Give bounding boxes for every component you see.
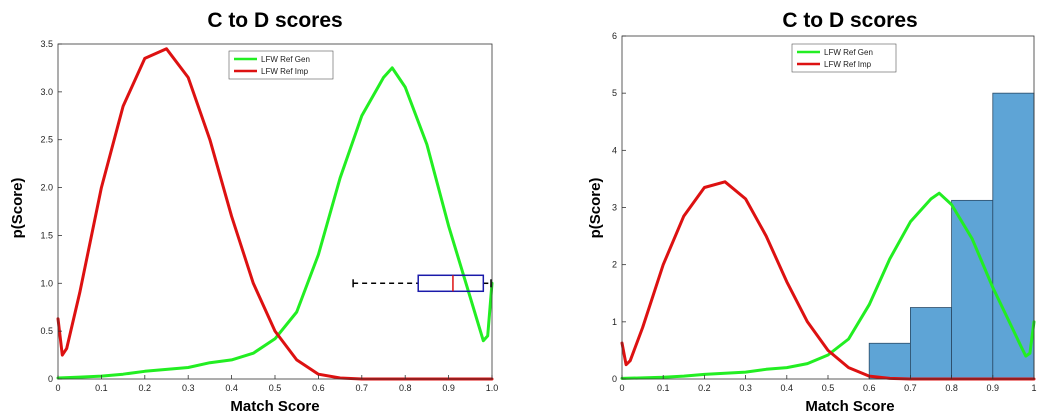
y-tick-label: 3.5 (40, 39, 53, 49)
x-tick-label: 1 (1031, 383, 1036, 393)
chart-right: C to D scores 0 0.1 0.2 0.3 0.4 0.5 0.6 0.7 0.8 0… (587, 9, 1037, 414)
y-tick-label: 0 (48, 374, 53, 384)
y-tick-label: 1 (612, 317, 617, 327)
y-tick-label: 1.5 (40, 230, 53, 240)
y-tick-label: 0 (612, 374, 617, 384)
legend-label: LFW Ref Imp (824, 60, 872, 69)
x-tick-label: 0.2 (139, 383, 152, 393)
x-tick-label: 0.8 (945, 383, 958, 393)
x-tick-label: 0.6 (863, 383, 876, 393)
x-tick-label: 0.3 (739, 383, 752, 393)
x-tick-label: 0.5 (269, 383, 282, 393)
x-tick-label: 0.8 (399, 383, 412, 393)
x-tick-label: 0.3 (182, 383, 195, 393)
chart-title: C to D scores (782, 9, 917, 32)
y-axis-label: p(Score) (587, 178, 604, 239)
x-tick-label: 0.1 (657, 383, 670, 393)
x-tick-label: 0 (55, 383, 60, 393)
y-tick-label: 3 (612, 203, 617, 213)
y-tick-label: 0.5 (40, 326, 53, 336)
x-tick-label: 0 (619, 383, 624, 393)
legend-label: LFW Ref Gen (824, 48, 873, 57)
y-tick-label: 2 (612, 260, 617, 270)
x-tick-label: 0.6 (312, 383, 325, 393)
x-axis-label: Match Score (805, 398, 894, 414)
series-line (620, 191, 1036, 380)
x-tick-label: 0.9 (442, 383, 455, 393)
x-axis-label: Match Score (230, 398, 319, 414)
chart-left: C to D scores 0 0.1 0.2 0.3 0.4 0.5 0.6 0.7 0.8 0… (9, 9, 498, 414)
legend-label: LFW Ref Imp (261, 67, 309, 76)
y-tick-label: 5 (612, 88, 617, 98)
chart-title: C to D scores (207, 9, 342, 32)
histogram-bar (992, 92, 1035, 380)
x-tick-label: 0.2 (698, 383, 711, 393)
legend-box (791, 43, 897, 73)
x-tick-label: 1.0 (486, 383, 499, 393)
histogram-bar (868, 342, 911, 380)
histogram-bar (910, 307, 953, 380)
series-line (56, 66, 494, 380)
histogram-bar (951, 199, 994, 380)
boxplot-box (417, 274, 485, 293)
x-tick-label: 0.9 (987, 383, 1000, 393)
y-tick-label: 4 (612, 145, 617, 155)
y-tick-label: 2.0 (40, 183, 53, 193)
x-tick-label: 0.1 (95, 383, 108, 393)
y-tick-label: 1.0 (40, 278, 53, 288)
x-tick-label: 0.4 (781, 383, 794, 393)
y-tick-label: 2.5 (40, 135, 53, 145)
x-tick-label: 0.4 (225, 383, 238, 393)
legend-label: LFW Ref Gen (261, 55, 310, 64)
x-tick-label: 0.7 (904, 383, 917, 393)
x-tick-label: 0.5 (822, 383, 835, 393)
series-line (56, 47, 494, 381)
legend-box (228, 50, 334, 80)
y-axis-label: p(Score) (9, 178, 26, 239)
y-tick-label: 6 (612, 31, 617, 41)
x-tick-label: 0.7 (356, 383, 369, 393)
y-tick-label: 3.0 (40, 87, 53, 97)
